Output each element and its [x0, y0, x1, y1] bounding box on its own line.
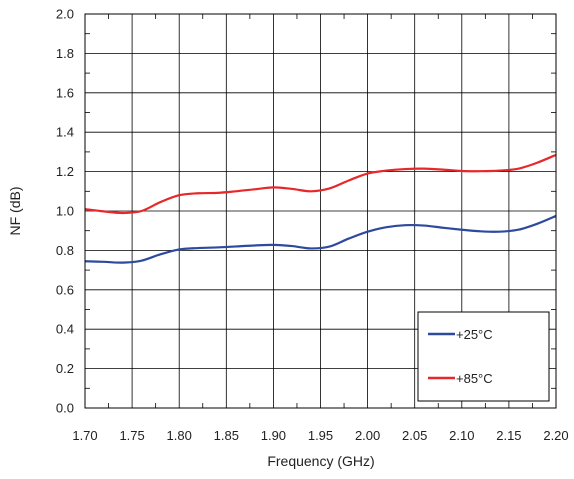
- y-tick-label: 0.4: [56, 322, 74, 337]
- x-tick-label: 1.85: [214, 428, 239, 443]
- y-tick-label: 0.0: [56, 401, 74, 416]
- x-tick-label: 2.10: [449, 428, 474, 443]
- legend-box: [417, 311, 550, 402]
- y-axis-title: NF (dB): [7, 187, 23, 236]
- plot-frame: [84, 13, 557, 409]
- series-line-plus85c: [84, 153, 557, 215]
- x-tick-label: 1.80: [167, 428, 192, 443]
- x-tick-label: 1.75: [119, 428, 144, 443]
- y-tick-label: 2.0: [56, 7, 74, 22]
- series-line-plus25c: [84, 214, 557, 264]
- y-tick-label: 0.6: [56, 282, 74, 297]
- x-tick-label: 2.15: [496, 428, 521, 443]
- x-tick-labels: 1.70 1.75 1.80 1.85 1.90 1.95 2.00 2.05 2.10 2.15…: [72, 428, 568, 443]
- y-tick-label: 1.0: [56, 204, 74, 219]
- series-lines: [84, 153, 557, 264]
- y-tick-label: 0.2: [56, 361, 74, 376]
- y-tick-label: 0.8: [56, 243, 74, 258]
- legend: +25°C +85°C: [417, 311, 550, 402]
- x-tick-label: 2.00: [355, 428, 380, 443]
- x-tick-label: 1.90: [261, 428, 286, 443]
- y-tick-labels: 0.0 0.2 0.4 0.6 0.8 1.0 1.2 1.4 1.6 1.8 2.0: [56, 7, 74, 416]
- y-tick-label: 1.8: [56, 46, 74, 61]
- x-axis-title: Frequency (GHz): [267, 453, 374, 469]
- minor-ticks: [85, 14, 556, 408]
- y-tick-label: 1.6: [56, 85, 74, 100]
- legend-label: +85°C: [456, 371, 493, 386]
- x-tick-label: 1.95: [308, 428, 333, 443]
- legend-label: +25°C: [456, 327, 493, 342]
- x-tick-label: 1.70: [72, 428, 97, 443]
- x-tick-label: 2.05: [402, 428, 427, 443]
- x-tick-label: 2.20: [543, 428, 568, 443]
- y-tick-label: 1.4: [56, 125, 74, 140]
- y-tick-label: 1.2: [56, 164, 74, 179]
